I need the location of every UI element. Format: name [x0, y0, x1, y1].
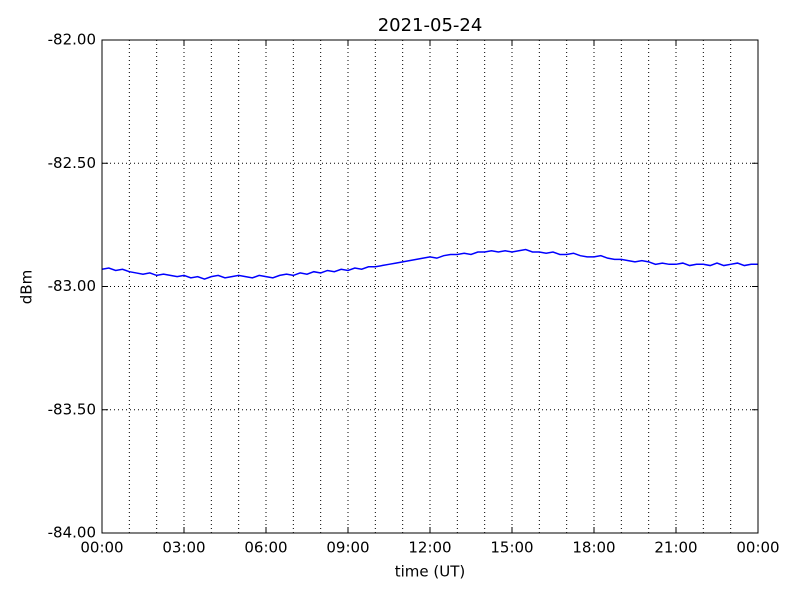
y-axis-label: dBm	[18, 270, 36, 304]
x-tick-label: 18:00	[572, 539, 615, 557]
x-tick-label: 21:00	[654, 539, 697, 557]
x-axis-label: time (UT)	[395, 563, 466, 581]
x-tick-label: 09:00	[326, 539, 369, 557]
y-tick-label: -82.00	[48, 31, 96, 49]
y-tick-label: -83.00	[48, 277, 96, 295]
y-tick-label: -82.50	[48, 154, 96, 172]
chart-title: 2021-05-24	[378, 15, 483, 36]
x-tick-label: 03:00	[162, 539, 205, 557]
x-tick-label: 12:00	[408, 539, 451, 557]
y-tick-label: -83.50	[48, 400, 96, 418]
x-tick-label: 15:00	[490, 539, 533, 557]
data-line	[101, 248, 758, 280]
x-tick-label: 00:00	[80, 539, 123, 557]
plot-frame	[101, 39, 759, 534]
x-tick-label: 00:00	[736, 539, 779, 557]
x-tick-label: 06:00	[244, 539, 287, 557]
y-tick-label: -84.00	[48, 524, 96, 542]
